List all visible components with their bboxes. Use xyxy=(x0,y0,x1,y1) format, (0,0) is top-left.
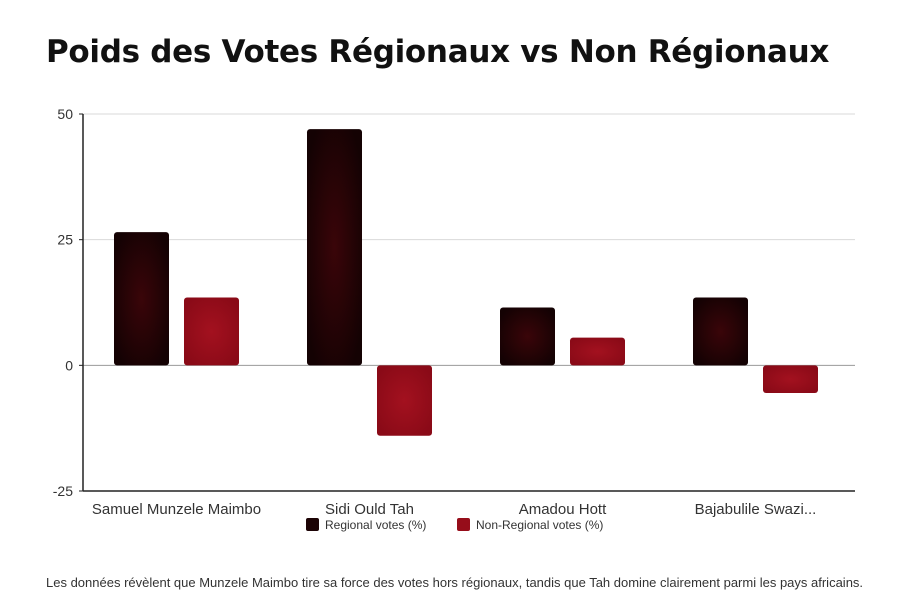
legend-swatch-non-regional xyxy=(457,518,470,531)
bar-non-regional xyxy=(763,365,818,393)
bar-regional xyxy=(114,232,169,366)
bar-regional xyxy=(307,129,362,366)
bar-chart: -25 0 25 50 Samuel Munzele Maimbo Sidi Ould T… xyxy=(53,106,855,532)
bar-non-regional xyxy=(570,337,625,366)
x-category-label: Bajabulile Swazi... xyxy=(695,501,817,518)
grid-lines xyxy=(83,113,855,366)
chart-note: Les données révèlent que Munzele Maimbo … xyxy=(46,575,864,590)
bars xyxy=(114,129,818,436)
axis-labels: -25 0 25 50 Samuel Munzele Maimbo Sidi Ould T… xyxy=(53,106,817,518)
y-tick-label: -25 xyxy=(53,483,73,499)
x-category-label: Sidi Ould Tah xyxy=(325,501,414,518)
x-category-label: Samuel Munzele Maimbo xyxy=(92,501,261,518)
bar-non-regional xyxy=(184,297,239,366)
x-category-label: Amadou Hott xyxy=(519,501,607,518)
legend-label: Non-Regional votes (%) xyxy=(476,518,603,532)
bar-non-regional xyxy=(377,365,432,436)
y-tick-label: 25 xyxy=(57,232,73,248)
legend-swatch-regional xyxy=(306,518,319,531)
legend: Regional votes (%) Non-Regional votes (%) xyxy=(306,518,603,532)
bar-regional xyxy=(500,307,555,366)
y-tick-label: 50 xyxy=(57,106,73,122)
legend-label: Regional votes (%) xyxy=(325,518,426,532)
y-tick-label: 0 xyxy=(65,357,73,373)
chart-title: Poids des Votes Régionaux vs Non Régiona… xyxy=(46,34,830,70)
bar-regional xyxy=(693,297,748,366)
axes xyxy=(79,113,855,492)
